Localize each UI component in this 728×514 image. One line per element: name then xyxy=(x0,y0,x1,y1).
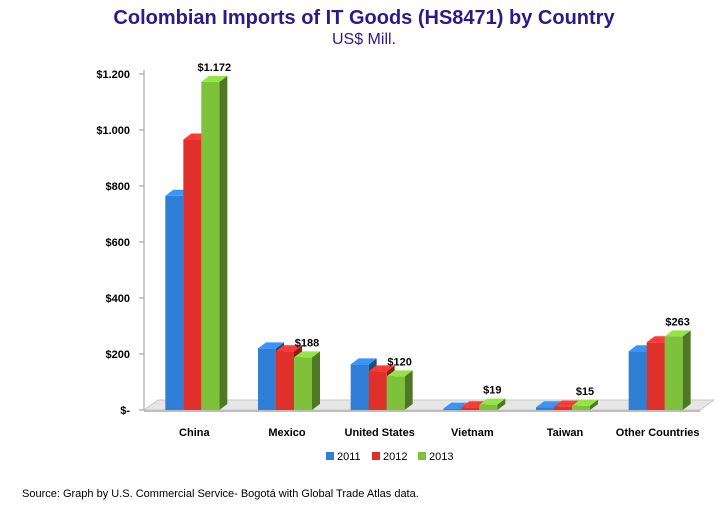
bar-front xyxy=(646,342,665,410)
y-tick-label: $- xyxy=(120,405,130,417)
bar-front xyxy=(386,376,405,410)
bar-side xyxy=(404,370,413,410)
floor-edge xyxy=(144,410,700,412)
source-note: Source: Graph by U.S. Commercial Service… xyxy=(22,488,419,500)
bar-front xyxy=(554,406,572,410)
bar-side xyxy=(590,399,598,410)
legend-swatch-2013 xyxy=(418,452,426,460)
bar-top xyxy=(479,398,506,405)
bar-top xyxy=(276,345,302,352)
data-label-china: $1.172 xyxy=(198,62,232,74)
bar-front xyxy=(443,408,462,410)
bar-top xyxy=(386,370,413,377)
bar-top xyxy=(664,330,691,337)
bar-top xyxy=(368,365,395,372)
y-tick-label: $1.200 xyxy=(96,69,130,81)
chart-bars xyxy=(165,75,691,410)
data-label-taiwan: $15 xyxy=(576,386,594,398)
bar-front xyxy=(165,195,184,410)
bar-other-countries-2013 xyxy=(664,330,691,410)
data-label-vietnam: $19 xyxy=(483,385,501,397)
y-tick-label: $800 xyxy=(106,181,130,193)
bar-side xyxy=(219,75,228,410)
chart-legend: 2011 2012 2013 xyxy=(326,451,453,463)
bar-united-states-2013 xyxy=(386,370,413,410)
legend-label-2012: 2012 xyxy=(383,451,407,463)
bar-mexico-2013 xyxy=(294,351,320,410)
category-label-other-countries: Other Countries xyxy=(616,427,700,439)
category-label-mexico: Mexico xyxy=(268,427,306,439)
bar-top xyxy=(258,342,284,349)
bar-vietnam-2013 xyxy=(479,398,506,410)
bar-front xyxy=(461,407,480,410)
bar-front xyxy=(368,371,387,410)
legend-label-2011: 2011 xyxy=(337,451,361,463)
data-label-mexico: $188 xyxy=(295,337,319,349)
chart-subtitle: US$ Mill. xyxy=(331,31,396,48)
legend-label-2013: 2013 xyxy=(429,451,453,463)
bar-top xyxy=(572,399,598,406)
bar-front xyxy=(536,407,554,410)
bar-front xyxy=(350,364,369,410)
bar-china-2013 xyxy=(201,75,228,410)
bar-front xyxy=(628,351,647,410)
bar-top xyxy=(294,351,320,358)
data-label-other-countries: $263 xyxy=(665,316,689,328)
bar-front xyxy=(572,405,590,410)
category-label-united-states: United States xyxy=(345,427,415,439)
y-tick-label: $600 xyxy=(106,237,130,249)
legend-swatch-2011 xyxy=(326,452,334,460)
y-tick-label: $1.000 xyxy=(96,125,130,137)
bar-front xyxy=(294,357,312,410)
bar-front xyxy=(276,351,294,410)
bar-front xyxy=(201,81,220,410)
chart-title: Colombian Imports of IT Goods (HS8471) b… xyxy=(113,7,615,29)
y-tick-label: $200 xyxy=(106,349,130,361)
data-label-united-states: $120 xyxy=(387,356,411,368)
category-label-china: China xyxy=(179,427,210,439)
bar-taiwan-2013 xyxy=(572,399,598,410)
chart-floor xyxy=(142,399,716,411)
category-label-vietnam: Vietnam xyxy=(451,427,494,439)
y-tick-label: $400 xyxy=(106,293,130,305)
bar-side xyxy=(497,398,506,410)
bar-side xyxy=(312,351,320,410)
bar-front xyxy=(258,348,276,410)
bar-front xyxy=(479,404,498,410)
bar-side xyxy=(682,330,691,410)
legend-swatch-2012 xyxy=(372,452,380,460)
chart-labels: China Mexico United States Vietnam Taiwan Oth… xyxy=(179,62,699,439)
bar-top xyxy=(350,358,377,365)
bar-front xyxy=(183,139,202,410)
bar-front xyxy=(664,336,683,410)
category-label-taiwan: Taiwan xyxy=(547,427,584,439)
bar-top xyxy=(201,75,228,82)
